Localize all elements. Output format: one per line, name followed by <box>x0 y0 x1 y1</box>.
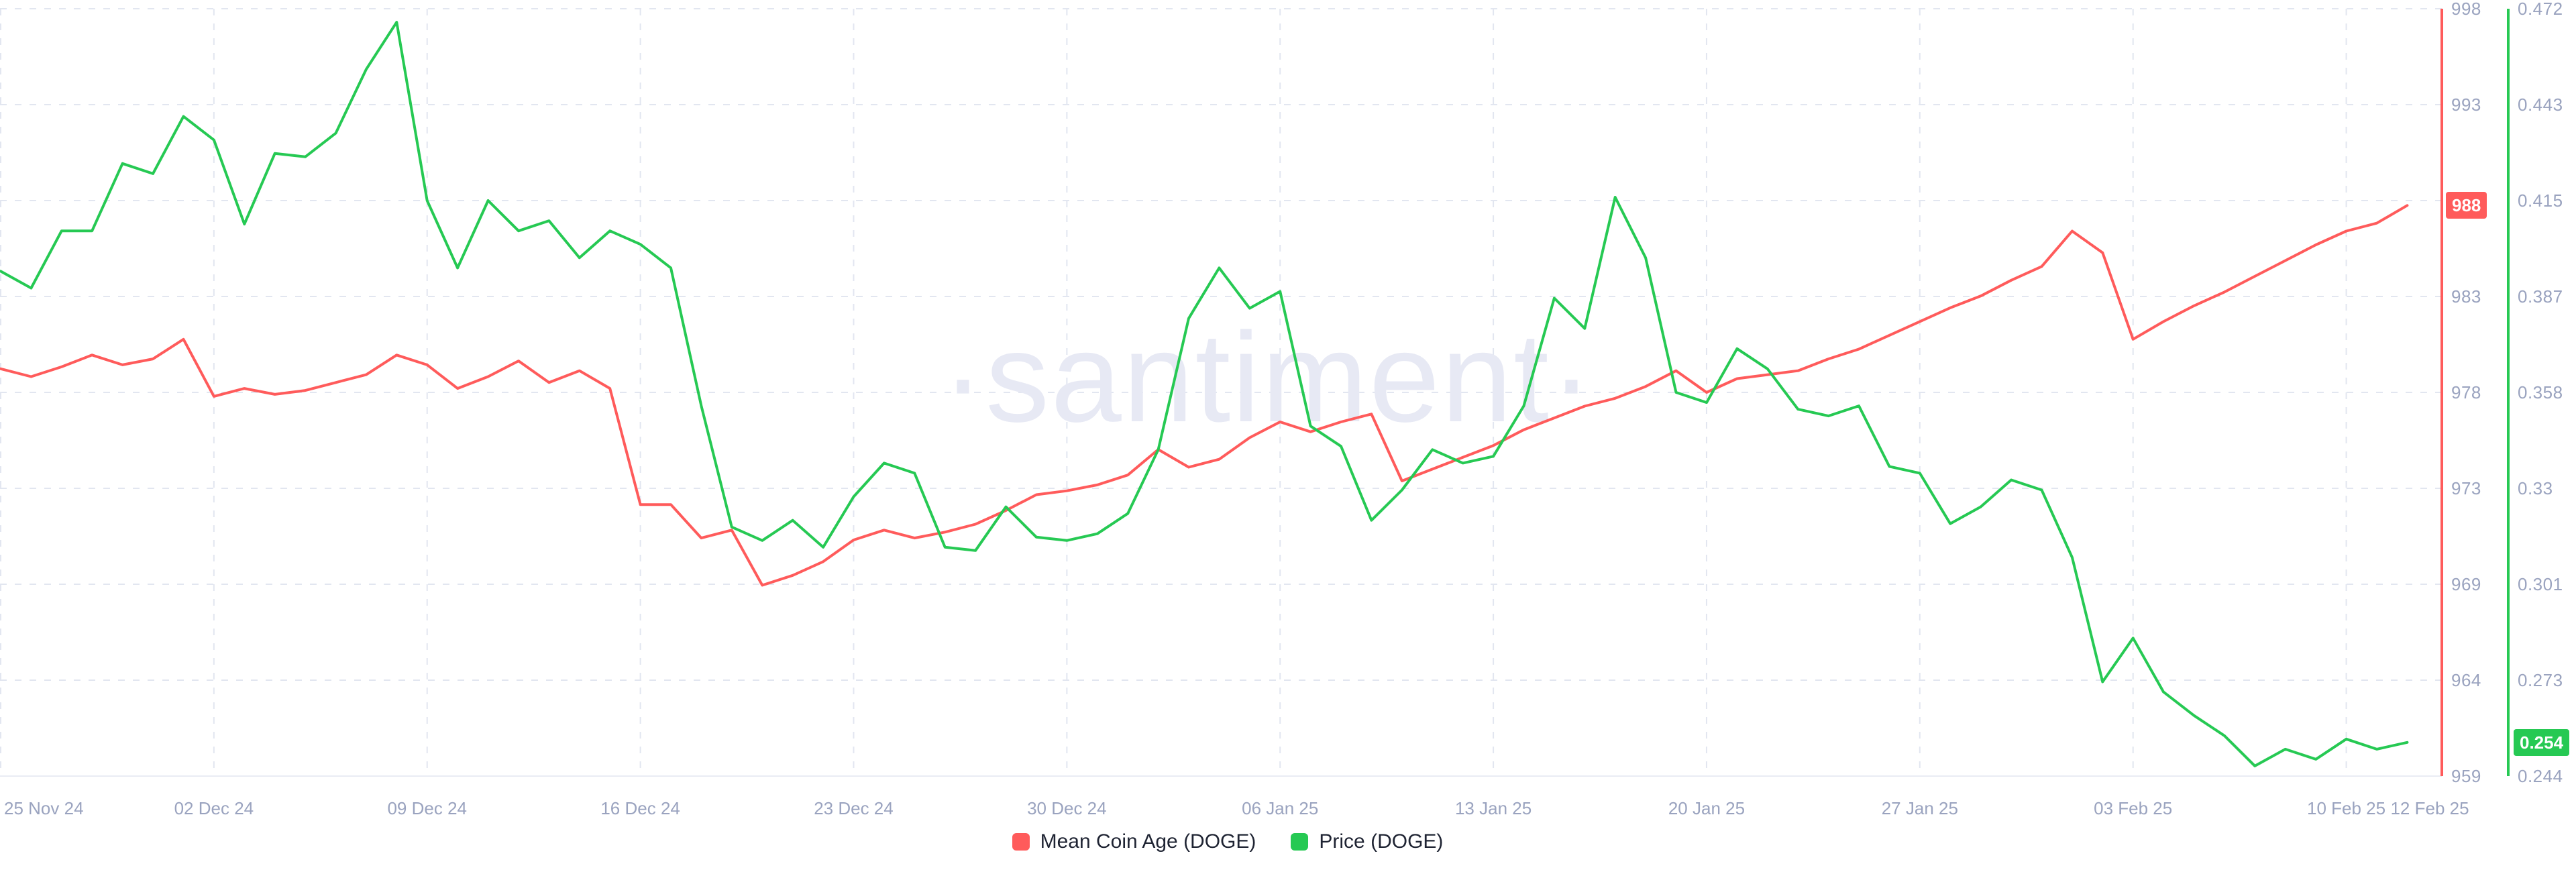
red-axis-tick-label: 978 <box>2451 382 2481 402</box>
x-axis-tick-label: 20 Jan 25 <box>1668 798 1746 818</box>
red-axis-tick-label: 983 <box>2451 286 2481 307</box>
legend-label-price: Price (DOGE) <box>1319 830 1444 853</box>
x-axis-tick-label: 27 Jan 25 <box>1881 798 1958 818</box>
x-axis-tick-label: 23 Dec 24 <box>814 798 894 818</box>
green-axis-tick-label: 0.273 <box>2518 670 2563 690</box>
green-axis-tick-label: 0.244 <box>2518 766 2563 786</box>
legend: Mean Coin Age (DOGE) Price (DOGE) <box>0 830 2455 853</box>
green-axis-tick-label: 0.301 <box>2518 574 2563 594</box>
x-axis-tick-label: 13 Jan 25 <box>1454 798 1532 818</box>
legend-swatch-green <box>1291 833 1309 851</box>
x-axis-tick-label: 25 Nov 24 <box>4 798 84 818</box>
x-axis-tick-label: 06 Jan 25 <box>1242 798 1319 818</box>
x-axis-tick-label: 12 Feb 25 <box>2390 798 2469 818</box>
legend-label-mean-coin-age: Mean Coin Age (DOGE) <box>1040 830 1256 853</box>
red-axis-tick-label: 959 <box>2451 766 2481 786</box>
mean-coin-age-current-value-badge: 988 <box>2446 192 2487 219</box>
legend-item-price[interactable]: Price (DOGE) <box>1291 830 1443 853</box>
red-axis-tick-label: 998 <box>2451 0 2481 19</box>
mean-coin-age-line <box>0 204 2409 587</box>
x-axis-tick-label: 09 Dec 24 <box>387 798 467 818</box>
green-axis-tick-label: 0.387 <box>2518 286 2563 307</box>
x-axis-tick-label: 02 Dec 24 <box>174 798 254 818</box>
grid-lines <box>0 8 2442 777</box>
legend-swatch-red <box>1012 833 1030 851</box>
green-axis-tick-label: 0.472 <box>2518 0 2563 19</box>
x-axis-tick-label: 16 Dec 24 <box>600 798 680 818</box>
x-axis-tick-label: 30 Dec 24 <box>1027 798 1107 818</box>
price-line <box>0 21 2409 767</box>
price-current-value-badge: 0.254 <box>2514 728 2570 756</box>
red-axis-tick-label: 964 <box>2451 670 2481 690</box>
red-axis-tick-label: 969 <box>2451 574 2481 594</box>
legend-item-mean-coin-age[interactable]: Mean Coin Age (DOGE) <box>1012 830 1256 853</box>
green-axis-tick-label: 0.33 <box>2518 478 2553 498</box>
x-axis-tick-label: 03 Feb 25 <box>2094 798 2173 818</box>
x-axis-tick-label: 10 Feb 25 <box>2307 798 2386 818</box>
red-axis-tick-label: 993 <box>2451 95 2481 115</box>
red-axis-tick-label: 973 <box>2451 478 2481 498</box>
green-axis-tick-label: 0.443 <box>2518 95 2563 115</box>
santiment-watermark: ·santiment· <box>942 307 1594 449</box>
green-axis-tick-label: 0.358 <box>2518 382 2563 402</box>
green-axis-tick-label: 0.415 <box>2518 190 2563 211</box>
